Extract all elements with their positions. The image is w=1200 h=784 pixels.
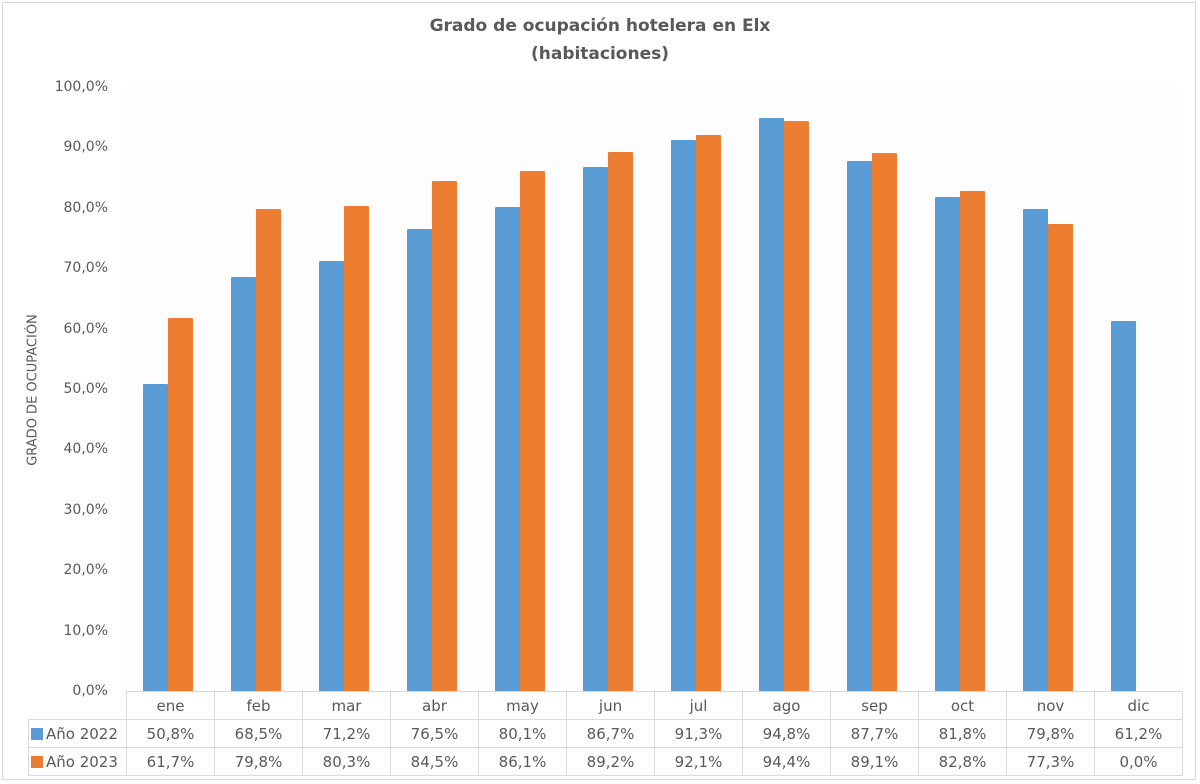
x-category-label: jun [566,691,655,720]
table-cell: 50,8% [126,719,215,748]
table-cell: 0,0% [1094,747,1183,776]
bar-2023-jun [608,152,633,691]
y-axis-label: GRADO DE OCUPACIÓN [25,314,41,466]
x-category-label: may [478,691,567,720]
bar-2022-abr [407,228,432,691]
bar-2023-feb [256,209,281,691]
bar-2023-nov [1048,224,1073,691]
table-cell: 86,1% [478,747,567,776]
table-row: Año 2023 61,7% 79,8% 80,3% 84,5% 86,1% 89,2% 92… [28,747,1183,776]
table-cell: 61,2% [1094,719,1183,748]
bar-2022-may [495,207,520,691]
y-tick-label: 90,0% [63,139,108,156]
bar-2023-sep [872,152,897,691]
table-cell: 92,1% [654,747,743,776]
bar-2023-mar [344,206,369,691]
x-category-label: sep [830,691,919,720]
legend-label: Año 2023 [46,752,118,771]
table-row: Año 2022 50,8% 68,5% 71,2% 76,5% 80,1% 86,7% 91… [28,719,1183,748]
x-category-label: oct [918,691,1007,720]
y-tick-label: 50,0% [63,381,108,397]
bar-2022-jun [583,167,608,691]
y-tick-label: 60,0% [63,320,108,337]
table-cell: 89,1% [830,747,919,776]
table-cell: 79,8% [214,747,303,776]
data-table: ene feb mar abr may jun jul ago sep oct nov dic Año … [28,691,1183,776]
bar-2022-dic [1111,321,1136,691]
table-cell: 86,7% [566,719,655,748]
x-category-label: feb [214,691,303,720]
y-tick-label: 10,0% [63,622,108,639]
table-cell: 68,5% [214,719,303,748]
bar-2023-ene [168,318,193,691]
bar-2022-mar [319,260,344,691]
legend-swatch-icon [31,727,43,740]
y-tick-label: 30,0% [63,501,108,518]
legend-entry: Año 2022 [28,719,127,748]
bar-2023-may [520,170,545,691]
table-cell: 61,7% [126,747,215,776]
x-category-label: nov [1006,691,1095,720]
legend-swatch-icon [31,755,43,768]
x-category-label: dic [1094,691,1183,720]
table-cell: 82,8% [918,747,1007,776]
table-cell: 94,8% [742,719,831,748]
table-cell: 81,8% [918,719,1007,748]
bar-2023-ago [784,120,809,691]
x-category-label: ene [126,691,215,720]
bar-2022-feb [231,277,256,691]
chart-subtitle: (habitaciones) [530,44,670,64]
y-tick-label: 40,0% [63,441,108,458]
y-tick-label: 80,0% [63,199,108,216]
bar-2023-abr [432,180,457,691]
table-cell: 80,1% [478,719,567,748]
bar-2022-oct [935,196,960,691]
table-cell: 84,5% [390,747,479,776]
table-corner [29,692,127,720]
table-cell: 80,3% [302,747,391,776]
y-tick-label: 20,0% [63,562,108,579]
table-cell: 87,7% [830,719,919,748]
bar-2022-ene [143,384,168,691]
table-cell: 77,3% [1006,747,1095,776]
table-cell: 79,8% [1006,719,1095,748]
bar-2023-jul [696,134,721,691]
x-category-label: ago [742,691,831,720]
bar-2022-jul [671,139,696,691]
table-cell: 76,5% [390,719,479,748]
plot-area [124,87,1180,691]
bar-2022-sep [847,161,872,691]
x-category-label: jul [654,691,743,720]
bar-2022-nov [1023,209,1048,691]
table-cell: 91,3% [654,719,743,748]
table-cell: 71,2% [302,719,391,748]
chart-title: Grado de ocupación hotelera en Elx [429,16,771,36]
bar-2022-ago [759,118,784,691]
x-category-label: abr [390,691,479,720]
y-tick-label: 70,0% [63,260,108,277]
table-cell: 89,2% [566,747,655,776]
y-tick-label: 100,0% [54,79,108,95]
x-category-label: mar [302,691,391,720]
table-cell: 94,4% [742,747,831,776]
bar-2023-oct [960,190,985,691]
legend-label: Año 2022 [46,724,118,743]
legend-entry: Año 2023 [28,747,127,776]
y-tick-label: 0,0% [72,683,108,699]
